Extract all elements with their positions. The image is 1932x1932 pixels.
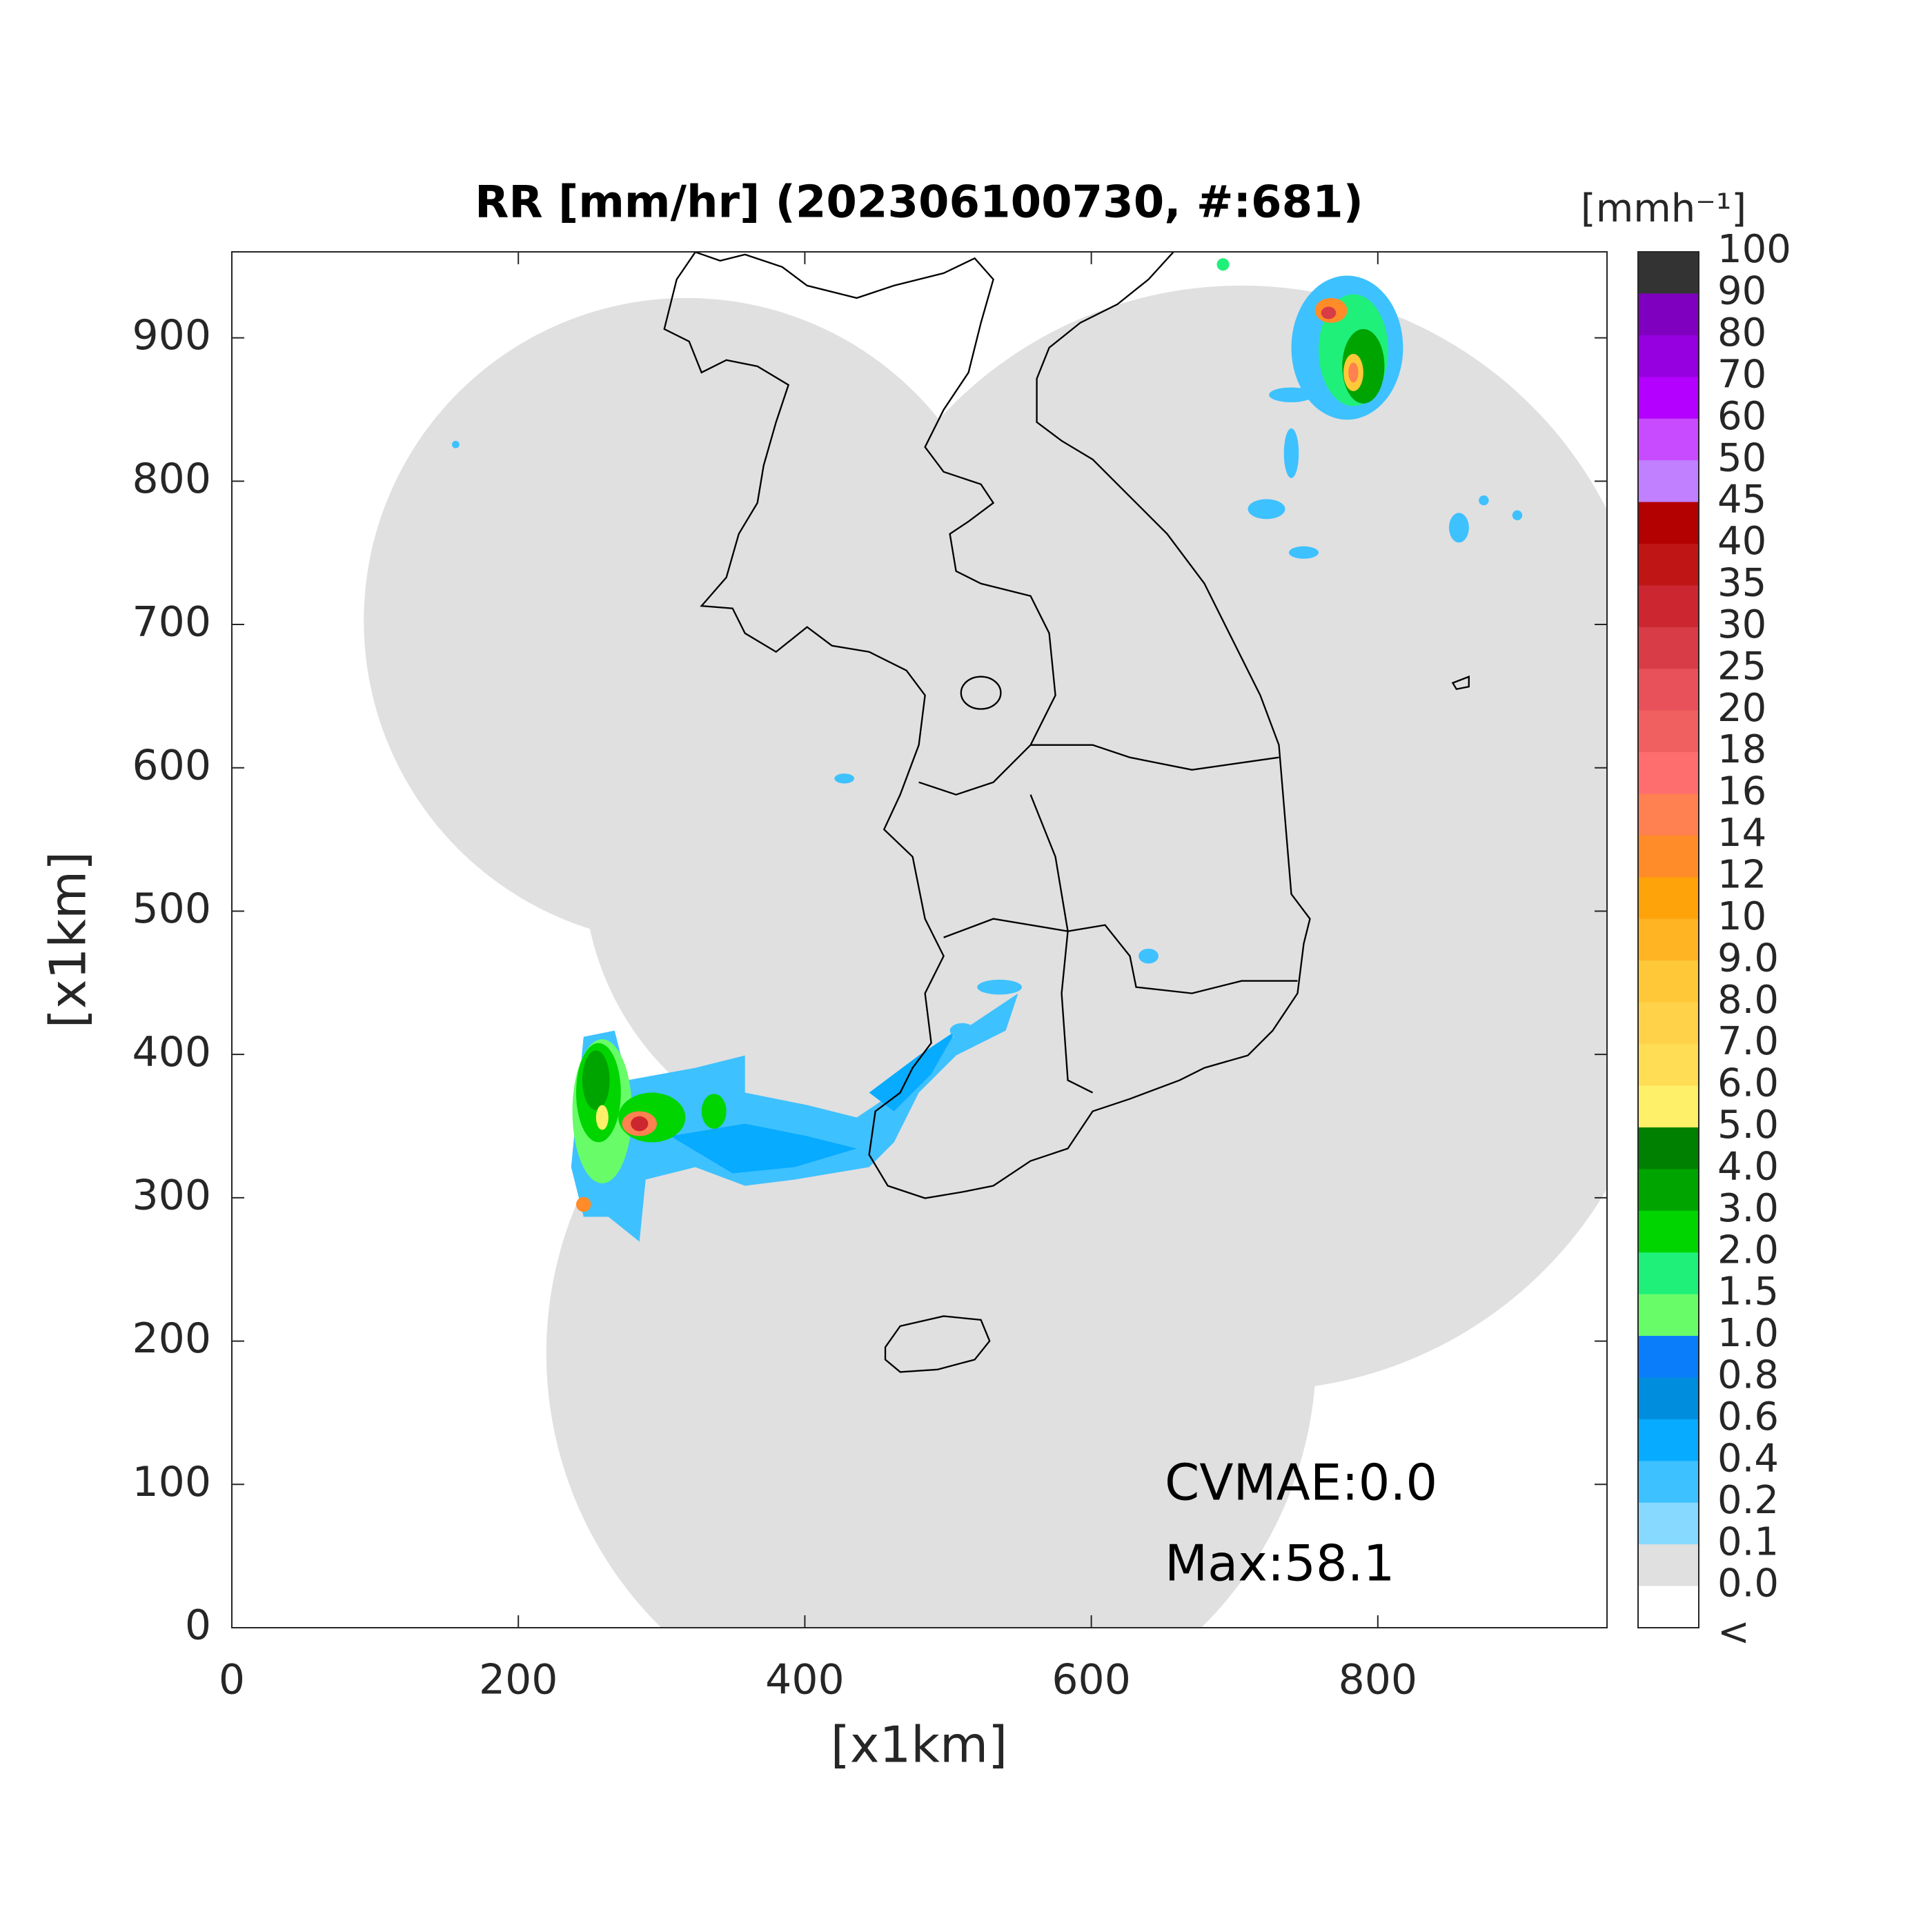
colorbar-label: 0.8 — [1717, 1353, 1779, 1398]
colorbar-label: 1.5 — [1717, 1270, 1779, 1314]
colorbar-label: 70 — [1717, 352, 1766, 397]
colorbar-label: 80 — [1717, 310, 1766, 355]
y-tick-label: 100 — [132, 1458, 211, 1506]
colorbar-label: 20 — [1717, 686, 1766, 731]
colorbar-bin — [1638, 1377, 1699, 1420]
y-tick-label: 700 — [132, 598, 211, 647]
x-tick-label: 800 — [1339, 1656, 1418, 1704]
colorbar-bin — [1638, 543, 1699, 586]
colorbar-label: 16 — [1717, 769, 1766, 814]
y-axis-label: [x1km] — [39, 851, 97, 1028]
colorbar-label: 0.2 — [1717, 1478, 1779, 1523]
chart-title: RR [mm/hr] (202306100730, #:681) — [475, 177, 1363, 228]
colorbar-bin — [1638, 1461, 1699, 1504]
colorbar-label: 0.4 — [1717, 1436, 1779, 1481]
y-tick-label: 400 — [132, 1028, 211, 1076]
annotation: Max:58.1 — [1165, 1535, 1394, 1593]
colorbar-bin — [1638, 1252, 1699, 1295]
colorbar-label: 0.1 — [1717, 1519, 1779, 1564]
colorbar-label: 25 — [1717, 644, 1766, 689]
colorbar-bin — [1638, 918, 1699, 961]
colorbar-label: 3.0 — [1717, 1186, 1779, 1231]
colorbar-bin — [1638, 1586, 1699, 1628]
coastline — [663, 252, 1470, 1373]
colorbar-label: 10 — [1717, 894, 1766, 939]
colorbar-bin — [1638, 1169, 1699, 1212]
colorbar-label: 14 — [1717, 811, 1766, 856]
radar-coverage — [364, 286, 1607, 1628]
x-tick-label: 400 — [765, 1656, 845, 1704]
colorbar-bin — [1638, 752, 1699, 795]
colorbar-label: 1.0 — [1717, 1311, 1779, 1356]
colorbar-label: 0.6 — [1717, 1394, 1779, 1439]
colorbar-bin — [1638, 960, 1699, 1003]
colorbar-bin — [1638, 1085, 1699, 1128]
colorbar-bin — [1638, 585, 1699, 628]
colorbar-bin — [1638, 1544, 1699, 1587]
colorbar-label: 4.0 — [1717, 1144, 1779, 1189]
colorbar-label: 30 — [1717, 602, 1766, 647]
colorbar-label: 2.0 — [1717, 1228, 1779, 1272]
colorbar-title: [mmh⁻¹] — [1581, 186, 1746, 231]
y-tick-label: 500 — [132, 885, 211, 933]
colorbar-label: 45 — [1717, 477, 1766, 522]
colorbar-bin — [1638, 1502, 1699, 1545]
colorbar-bin — [1638, 710, 1699, 753]
colorbar-bin — [1638, 377, 1699, 420]
colorbar-label: 35 — [1717, 561, 1766, 606]
colorbar-bin — [1638, 502, 1699, 544]
colorbar-frame — [1637, 251, 1699, 1628]
y-tick-label: 600 — [132, 741, 211, 789]
plot-frame — [231, 251, 1608, 1628]
colorbar-bin — [1638, 627, 1699, 669]
x-tick-label: 200 — [479, 1656, 558, 1704]
x-axis-label: [x1km] — [831, 1716, 1007, 1774]
colorbar-label: 8.0 — [1717, 978, 1779, 1023]
colorbar-label: 6.0 — [1717, 1061, 1779, 1106]
colorbar-bin — [1638, 877, 1699, 920]
annotation: CVMAE:0.0 — [1165, 1454, 1437, 1512]
colorbar-bin — [1638, 793, 1699, 836]
colorbar-label: 9.0 — [1717, 936, 1779, 980]
colorbar-label: 50 — [1717, 435, 1766, 480]
colorbar-bin — [1638, 460, 1699, 503]
colorbar-bin — [1638, 1002, 1699, 1045]
y-tick-label: 200 — [132, 1314, 211, 1363]
colorbar-label: 60 — [1717, 394, 1766, 439]
colorbar-bin — [1638, 669, 1699, 711]
y-tick-label: 300 — [132, 1171, 211, 1219]
map-layer — [364, 252, 1607, 1628]
colorbar-bin — [1638, 418, 1699, 461]
x-tick-label: 0 — [219, 1656, 245, 1704]
y-tick-label: 900 — [132, 311, 211, 359]
colorbar-bin — [1638, 335, 1699, 377]
colorbar-bin — [1638, 1294, 1699, 1337]
colorbar-label: 12 — [1717, 853, 1766, 898]
colorbar-bin — [1638, 1127, 1699, 1170]
colorbar-bin — [1638, 252, 1699, 294]
colorbar-bin — [1638, 835, 1699, 878]
colorbar-label: 18 — [1717, 727, 1766, 772]
colorbar-bin — [1638, 1044, 1699, 1086]
colorbar-bin — [1638, 1336, 1699, 1378]
colorbar-bin — [1638, 293, 1699, 336]
rain-echo — [452, 258, 1523, 1242]
colorbar-label: 90 — [1717, 269, 1766, 314]
y-tick-label: 0 — [185, 1601, 211, 1650]
colorbar-label: 0.0 — [1717, 1561, 1779, 1606]
colorbar-label: 7.0 — [1717, 1019, 1779, 1064]
colorbar-label: 5.0 — [1717, 1103, 1779, 1147]
colorbar-label: 40 — [1717, 519, 1766, 564]
colorbar-label: 100 — [1717, 227, 1791, 272]
colorbar-bin — [1638, 1419, 1699, 1461]
colorbar-bin — [1638, 1210, 1699, 1253]
y-tick-label: 800 — [132, 455, 211, 503]
x-tick-label: 600 — [1052, 1656, 1131, 1704]
colorbar-label: < — [1717, 1610, 1750, 1655]
